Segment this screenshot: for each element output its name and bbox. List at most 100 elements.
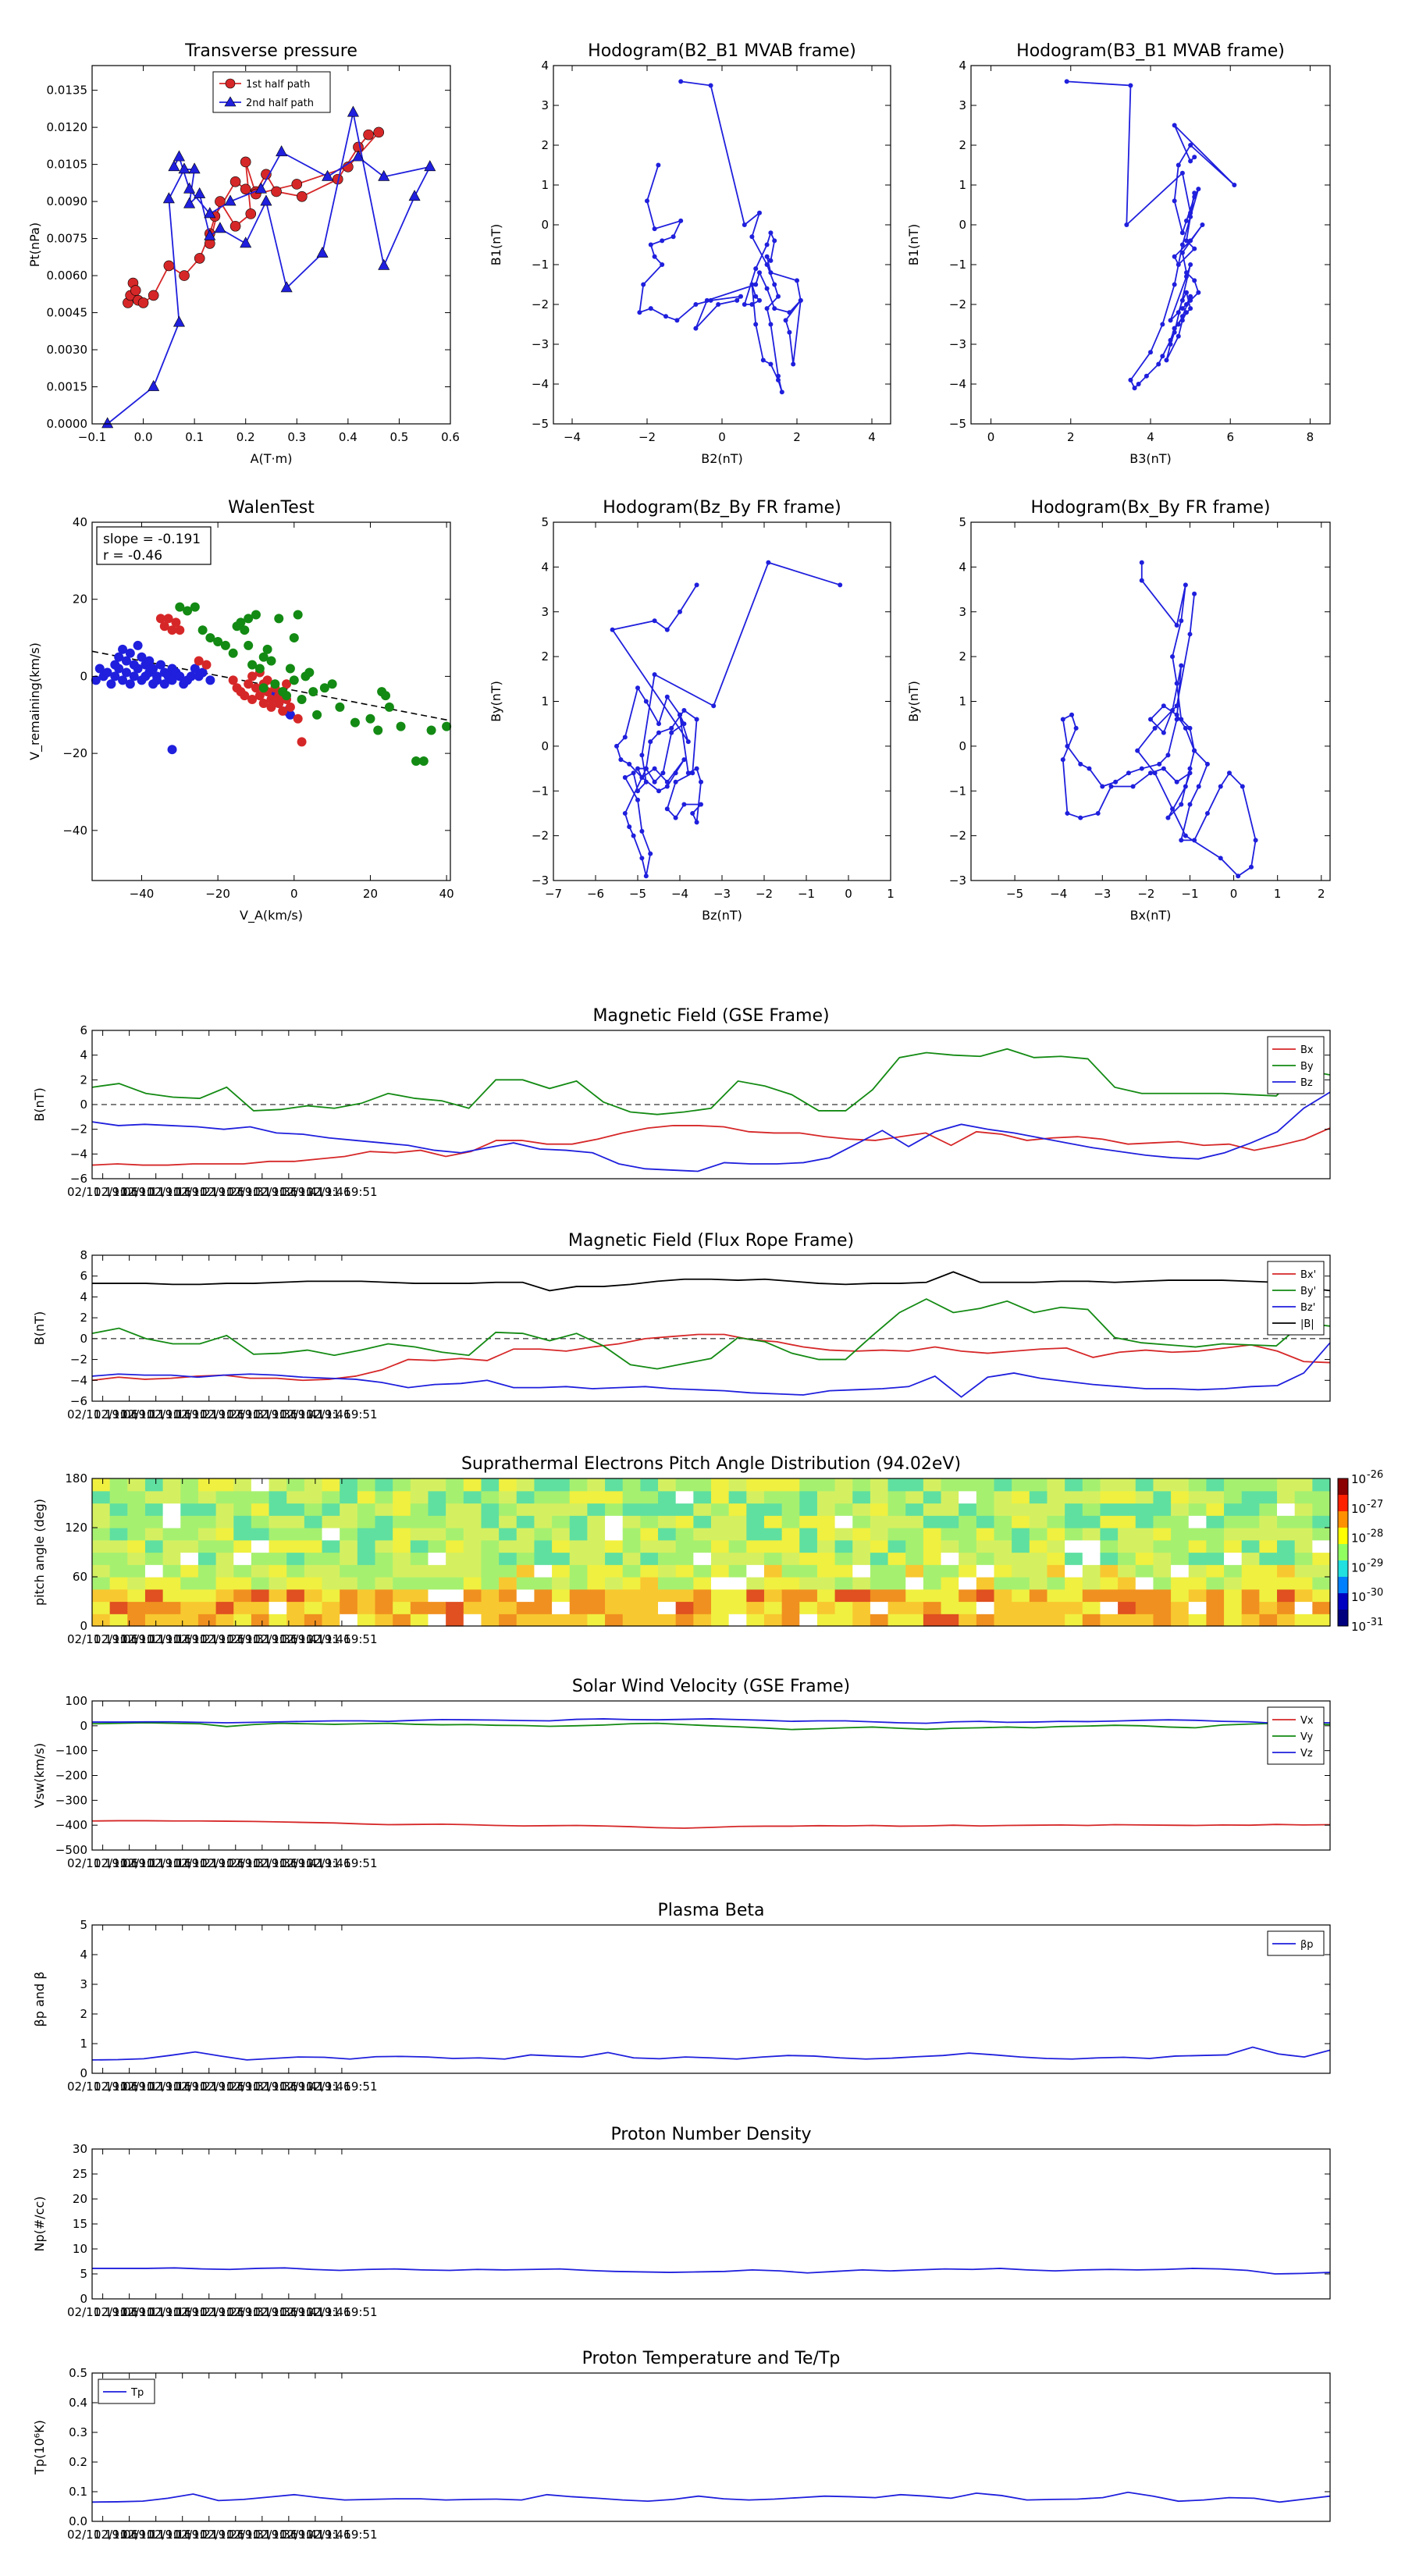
data-point bbox=[129, 671, 139, 681]
data-point bbox=[297, 695, 307, 705]
data-point bbox=[133, 664, 143, 674]
heatmap-cell bbox=[1277, 1577, 1296, 1590]
heatmap-cell bbox=[516, 1539, 535, 1553]
x-tick-label: 0.1 bbox=[185, 430, 204, 444]
heatmap-cell bbox=[162, 1515, 181, 1528]
x-tick-label: 02/11 19:31 bbox=[200, 1407, 271, 1421]
data-point bbox=[1187, 766, 1193, 771]
data-point bbox=[1179, 663, 1184, 668]
heatmap-cell bbox=[304, 1564, 323, 1578]
y-tick-label: 5 bbox=[80, 2267, 87, 2281]
heatmap-cell bbox=[1188, 1539, 1207, 1553]
data-point bbox=[652, 226, 657, 232]
x-tick-label: 02/11 19:11 bbox=[94, 2080, 165, 2094]
heatmap-cell bbox=[746, 1503, 765, 1516]
heatmap-cell bbox=[711, 1577, 730, 1590]
legend-box bbox=[212, 71, 331, 113]
x-tick-label: 02/11 19:06 bbox=[67, 2528, 138, 2542]
heatmap-cell bbox=[215, 1478, 234, 1492]
y-tick-label: 0.5 bbox=[69, 2366, 87, 2380]
heatmap-cell bbox=[852, 1539, 871, 1553]
x-tick-label: −1 bbox=[798, 887, 815, 901]
y-axis-label: B1(nT) bbox=[489, 224, 503, 266]
heatmap-cell bbox=[1224, 1539, 1243, 1553]
x-tick-label: −6 bbox=[587, 887, 604, 901]
y-tick-label: 2 bbox=[80, 2007, 87, 2021]
heatmap-cell bbox=[340, 1515, 358, 1528]
y-tick-label: 20 bbox=[73, 592, 87, 607]
data-point bbox=[254, 664, 265, 674]
heatmap-cell bbox=[463, 1552, 482, 1565]
heatmap-cell bbox=[1065, 1515, 1083, 1528]
heatmap-cell bbox=[640, 1589, 659, 1603]
x-tick-label: 02/11 19:36 bbox=[226, 1856, 297, 1870]
heatmap-cell bbox=[357, 1564, 376, 1578]
heatmap-cell bbox=[144, 1614, 164, 1627]
data-point bbox=[1168, 342, 1173, 347]
data-point bbox=[1144, 373, 1149, 379]
heatmap-cell bbox=[516, 1478, 535, 1492]
heatmap-cell bbox=[923, 1564, 942, 1578]
heatmap-cell bbox=[587, 1614, 606, 1627]
heatmap-cell bbox=[1259, 1589, 1278, 1603]
heatmap-cell bbox=[357, 1539, 376, 1553]
heatmap-cell bbox=[569, 1539, 588, 1553]
x-tick-label: 02/11 19:41 bbox=[253, 2305, 324, 2319]
y-tick-label: 0.0135 bbox=[47, 84, 88, 98]
data-point bbox=[1108, 784, 1114, 789]
x-tick-label: 02/11 19:16 bbox=[120, 2080, 191, 2094]
heatmap-cell bbox=[675, 1552, 694, 1565]
heatmap-cell bbox=[1047, 1552, 1065, 1565]
data-point bbox=[197, 625, 208, 635]
heatmap-cell bbox=[1224, 1614, 1243, 1627]
heatmap-cell bbox=[905, 1614, 924, 1627]
heatmap-cell bbox=[144, 1552, 164, 1565]
heatmap-cell bbox=[1259, 1577, 1278, 1590]
y-tick-label: −4 bbox=[70, 1373, 87, 1387]
heatmap-cell bbox=[357, 1552, 376, 1565]
data-point bbox=[1065, 743, 1070, 749]
heatmap-cell bbox=[781, 1552, 800, 1565]
heatmap-cell bbox=[162, 1478, 181, 1492]
y-tick-label: −4 bbox=[532, 377, 549, 391]
data-point bbox=[656, 162, 661, 168]
heatmap-cell bbox=[552, 1490, 571, 1504]
heatmap-cell bbox=[763, 1552, 783, 1565]
heatmap-cell bbox=[1100, 1589, 1119, 1603]
data-point bbox=[1165, 815, 1171, 820]
heatmap-cell bbox=[816, 1552, 836, 1565]
heatmap-cell bbox=[127, 1589, 146, 1603]
heatmap-cell bbox=[1135, 1601, 1154, 1614]
heatmap-cell bbox=[127, 1577, 146, 1590]
data-point bbox=[716, 302, 721, 307]
heatmap-cell bbox=[1206, 1601, 1225, 1614]
heatmap-cell bbox=[393, 1577, 411, 1590]
x-tick-label: 4 bbox=[1147, 430, 1154, 444]
heatmap-cell bbox=[375, 1552, 393, 1565]
x-tick-label: 02/11 19:21 bbox=[147, 1185, 218, 1199]
heatmap-cell bbox=[693, 1601, 712, 1614]
heatmap-cell bbox=[675, 1478, 694, 1492]
heatmap-cell bbox=[1206, 1528, 1225, 1541]
heatmap-cell bbox=[1153, 1490, 1172, 1504]
y-tick-label: 2 bbox=[80, 1311, 87, 1325]
data-point bbox=[652, 254, 657, 259]
heatmap-cell bbox=[711, 1515, 730, 1528]
data-point bbox=[1226, 770, 1232, 776]
data-point bbox=[1192, 246, 1197, 251]
heatmap-cell bbox=[605, 1614, 624, 1627]
heatmap-cell bbox=[375, 1478, 393, 1492]
colorbar-tick-label: 10 bbox=[1351, 1472, 1366, 1486]
data-point bbox=[1179, 242, 1185, 247]
heatmap-cell bbox=[569, 1515, 588, 1528]
x-tick-label: 02/11 19:31 bbox=[200, 1185, 271, 1199]
heatmap-cell bbox=[675, 1589, 694, 1603]
y-tick-label: −20 bbox=[62, 746, 87, 760]
heatmap-cell bbox=[393, 1503, 411, 1516]
heatmap-cell bbox=[251, 1589, 270, 1603]
data-point bbox=[1172, 329, 1177, 335]
data-point bbox=[163, 614, 173, 624]
heatmap-cell bbox=[428, 1539, 446, 1553]
heatmap-cell bbox=[1135, 1528, 1154, 1541]
heatmap-cell bbox=[534, 1564, 553, 1578]
